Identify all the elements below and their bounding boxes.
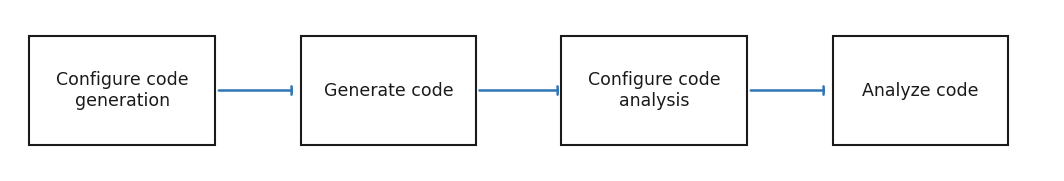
Text: Configure code
generation: Configure code generation xyxy=(56,71,188,110)
Text: Analyze code: Analyze code xyxy=(862,81,979,100)
Text: Configure code
analysis: Configure code analysis xyxy=(588,71,720,110)
Text: Generate code: Generate code xyxy=(323,81,453,100)
